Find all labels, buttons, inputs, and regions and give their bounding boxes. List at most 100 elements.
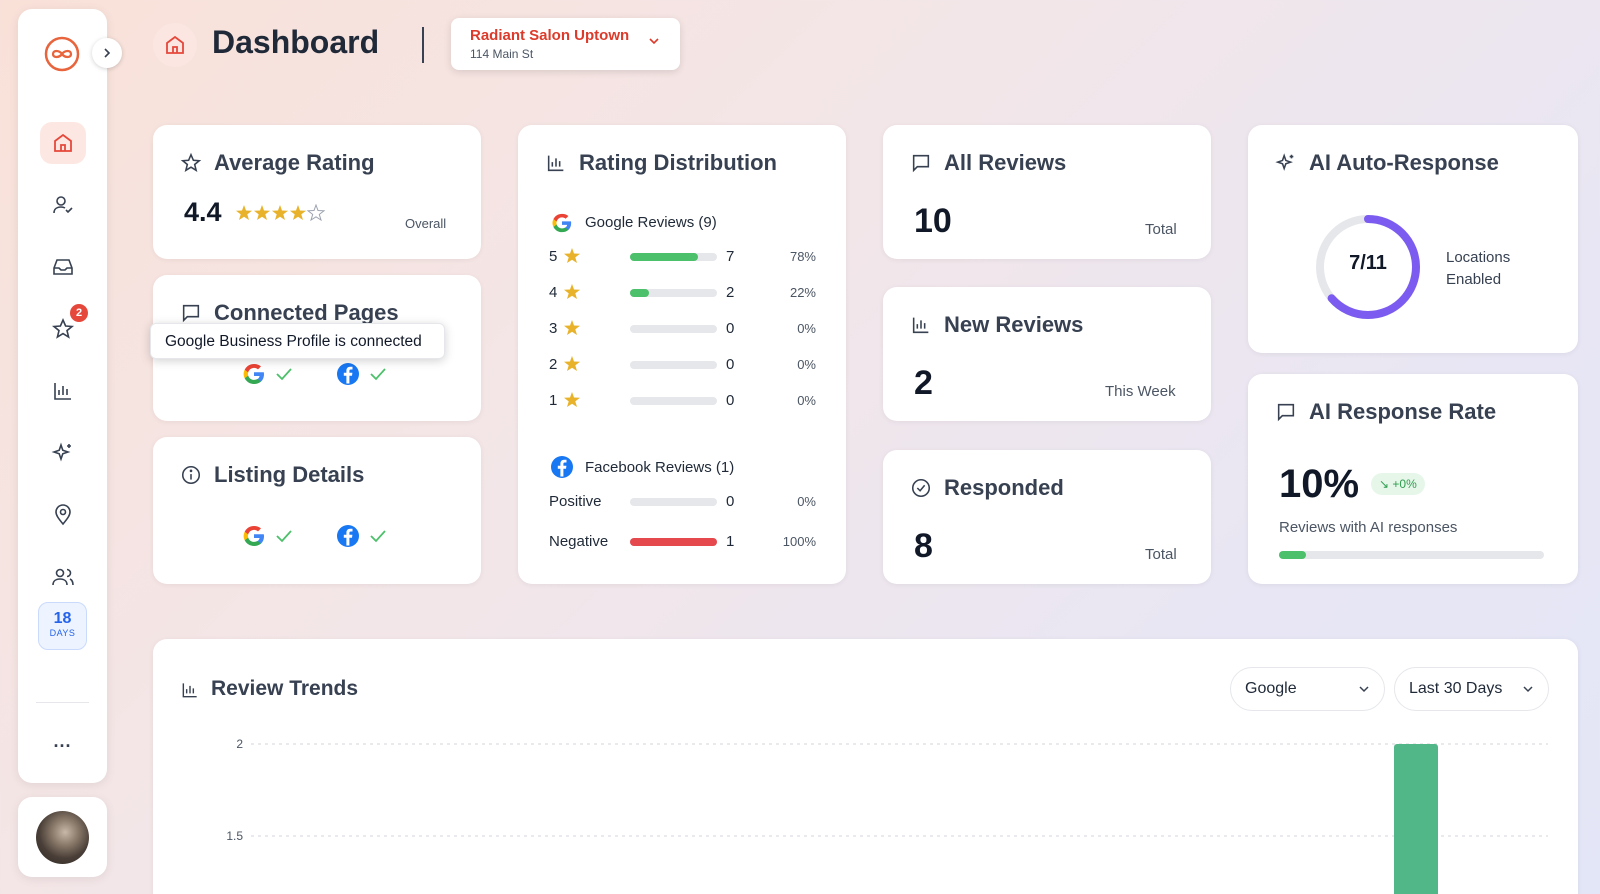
ai-auto-response-card[interactable]: AI Auto-Response 7/11 Locations Enabled — [1248, 125, 1578, 353]
star-icon — [51, 317, 75, 339]
expand-sidebar-button[interactable] — [92, 38, 122, 68]
star-filled-icon — [564, 284, 580, 299]
location-selector[interactable]: Radiant Salon Uptown 114 Main St — [451, 18, 680, 70]
facebook-icon[interactable] — [336, 362, 360, 386]
all-reviews-card[interactable]: All Reviews 10 Total — [883, 125, 1211, 259]
sparkle-icon — [1275, 153, 1294, 171]
distribution-bar-track — [630, 397, 717, 405]
connection-tooltip: Google Business Profile is connected — [150, 323, 445, 359]
all-reviews-title: All Reviews — [944, 150, 1067, 175]
bar-chart-icon — [54, 383, 71, 400]
responded-value: 8 — [914, 527, 933, 565]
google-reviews-label: Google Reviews (9) — [585, 214, 717, 231]
review-trends-title: Review Trends — [211, 677, 359, 700]
sentiment-percent: 100% — [782, 534, 816, 549]
more-menu-button[interactable]: ... — [53, 731, 72, 751]
platform-select-value: Google — [1245, 680, 1297, 697]
platform-select[interactable]: Google — [1230, 667, 1385, 711]
distribution-bar-track — [630, 325, 717, 333]
trial-days-number: 18 — [53, 610, 72, 627]
nav-team[interactable] — [40, 556, 86, 598]
ai-rate-progress-fill — [1279, 551, 1306, 559]
distribution-count: 7 — [726, 248, 735, 265]
nav-users-check[interactable] — [40, 184, 86, 226]
distribution-count: 0 — [726, 356, 735, 373]
app-logo[interactable] — [44, 36, 80, 72]
rating-distribution-title: Rating Distribution — [579, 150, 777, 175]
average-rating-card: Average Rating 4.4 Overall — [153, 125, 481, 259]
distribution-bar-track — [630, 253, 717, 261]
new-reviews-card[interactable]: New Reviews 2 This Week — [883, 287, 1211, 421]
nav-analytics[interactable] — [40, 370, 86, 412]
nav-home[interactable] — [40, 122, 86, 164]
distribution-count: 0 — [726, 320, 735, 337]
ring-label: 7/11 — [1349, 252, 1387, 274]
google-icon — [552, 213, 572, 233]
avatar[interactable] — [36, 811, 89, 864]
date-range-select[interactable]: Last 30 Days — [1394, 667, 1549, 711]
distribution-bar-track — [630, 289, 717, 297]
nav-locations[interactable] — [40, 494, 86, 536]
distribution-count: 2 — [726, 284, 735, 301]
distribution-bar-fill — [630, 289, 650, 297]
y-tick-label: 1.5 — [226, 829, 243, 843]
review-trends-chart: 21.5 — [226, 737, 1548, 894]
date-range-select-value: Last 30 Days — [1409, 680, 1503, 697]
responded-title: Responded — [944, 475, 1064, 500]
trial-days-badge[interactable]: 18 DAYS — [38, 602, 87, 650]
check-icon — [370, 368, 386, 381]
message-square-icon — [912, 154, 930, 173]
google-icon[interactable] — [242, 362, 266, 386]
distribution-percent: 0% — [797, 357, 816, 372]
review-trends-card: Review Trends Google Last 30 Days 2 1.5 — [153, 639, 1578, 894]
all-reviews-value: 10 — [914, 202, 952, 240]
check-icon — [276, 530, 292, 543]
nav-inbox[interactable] — [40, 246, 86, 288]
inbox-icon — [53, 259, 73, 275]
rating-distribution-card: Rating Distribution Google Reviews (9) 5… — [518, 125, 846, 584]
check-icon — [370, 530, 386, 543]
y-tick-label: 2 — [236, 737, 243, 751]
average-rating-value: 4.4 — [184, 197, 222, 227]
sentiment-count: 0 — [726, 493, 735, 510]
sentiment-label: Negative — [549, 533, 609, 550]
new-reviews-title: New Reviews — [944, 312, 1084, 337]
star-filled-icon — [564, 356, 580, 371]
message-square-icon — [182, 304, 200, 323]
star-level-label: 5 — [549, 248, 558, 265]
ai-rate-progress-track — [1279, 551, 1544, 559]
page-title: Dashboard — [212, 24, 380, 60]
sentiment-bar-fill — [630, 538, 717, 546]
star-filled-icon — [564, 248, 580, 263]
location-name: Radiant Salon Uptown — [470, 27, 630, 44]
chevron-down-icon — [1359, 686, 1369, 693]
ai-auto-response-title: AI Auto-Response — [1309, 150, 1499, 175]
ai-response-rate-title: AI Response Rate — [1309, 399, 1497, 424]
sentiment-count: 1 — [726, 533, 735, 550]
notification-badge: 2 — [70, 304, 88, 322]
trend-bar[interactable] — [1394, 744, 1438, 894]
ai-response-rate-value: 10% — [1279, 462, 1360, 506]
header-home-icon-badge — [153, 23, 197, 67]
sparkle-icon — [51, 442, 71, 462]
responded-card[interactable]: Responded 8 Total — [883, 450, 1211, 584]
nav-reviews[interactable]: 2 — [40, 304, 88, 350]
ring-caption-line2: Enabled — [1446, 271, 1502, 288]
all-reviews-caption: Total — [1145, 221, 1177, 238]
sidebar-divider — [36, 702, 89, 703]
user-profile-card[interactable] — [18, 797, 107, 877]
locations-enabled-ring — [1316, 215, 1420, 319]
chevron-right-icon — [104, 48, 111, 58]
ai-response-rate-card[interactable]: AI Response Rate 10% ↘ +0% Reviews with … — [1248, 374, 1578, 584]
distribution-percent: 0% — [797, 321, 816, 336]
facebook-icon[interactable] — [336, 524, 360, 548]
responded-caption: Total — [1145, 546, 1177, 563]
nav-ai[interactable] — [40, 432, 86, 474]
message-square-icon — [1277, 403, 1295, 422]
bar-chart-icon — [912, 317, 929, 334]
listing-details-card: Listing Details — [153, 437, 481, 584]
check-icon — [276, 368, 292, 381]
google-icon[interactable] — [242, 524, 266, 548]
chevron-down-icon — [1523, 686, 1533, 693]
average-rating-caption: Overall — [405, 216, 447, 231]
